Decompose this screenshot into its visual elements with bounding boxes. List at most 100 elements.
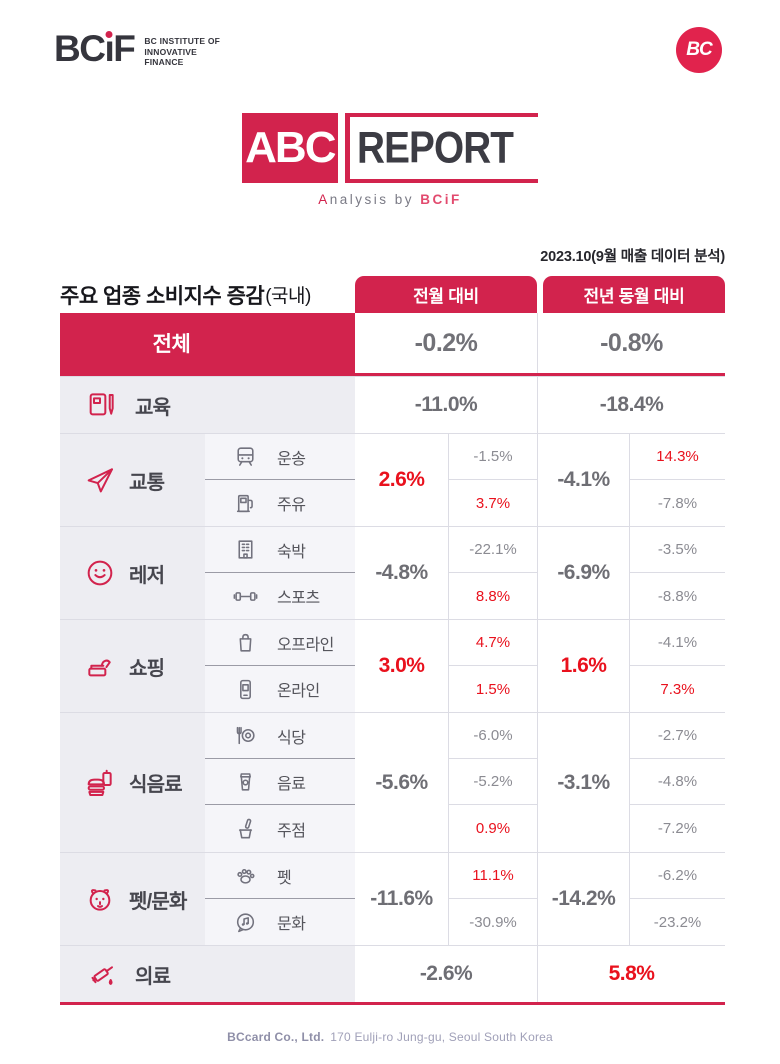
pub-yoy-value: -7.2% (629, 805, 725, 852)
footer-company: BCcard Co., Ltd. (227, 1030, 325, 1044)
education-mom-value: -11.0% (414, 393, 478, 416)
table-header: 주요 업종 소비지수 증감 (국내) 전월 대비 전년 동월 대비 (60, 276, 725, 313)
transit-yoy-value: 14.3% (629, 434, 725, 480)
pet-culture-mom-value: -11.6% (370, 887, 433, 910)
analysis-by-bcif: Analysis by BCiF (318, 192, 462, 207)
coffee-cup-icon (233, 769, 258, 794)
category-transport: 교통 (60, 434, 205, 526)
column-header-yoy: 전년 동월 대비 (543, 276, 725, 313)
pub-mom-value: 0.9% (448, 805, 537, 852)
category-medical: 의료 (60, 946, 355, 1002)
shopping-mom-value: 3.0% (378, 654, 425, 677)
fuel-pump-icon (233, 491, 258, 516)
footer: BCcard Co., Ltd. 170 Eulji-ro Jung-gu, Se… (0, 1030, 780, 1044)
bc-card-logo: BC (676, 27, 722, 73)
lodging-yoy-value: -3.5% (629, 527, 725, 573)
abc-report-logo: ABC REPORT (0, 113, 780, 183)
food-mom-value: -5.6% (375, 770, 428, 794)
sports-mom-value: 8.8% (448, 573, 537, 619)
shopping-yoy-value: 1.6% (537, 620, 629, 712)
mobile-shopping-icon (233, 677, 258, 702)
category-leisure: 레저 (60, 527, 205, 619)
culture-yoy-value: -23.2% (629, 899, 725, 945)
total-yoy-value: -0.8% (537, 313, 725, 373)
subcategory-transit: 운송 (205, 434, 355, 480)
subcategory-sports: 스포츠 (205, 573, 355, 619)
subcategory-restaurant: 식당 (205, 713, 355, 759)
subcategory-online: 온라인 (205, 666, 355, 712)
culture-mom-value: -30.9% (448, 899, 537, 945)
leisure-mom-value: -4.8% (375, 561, 428, 584)
column-header-mom: 전월 대비 (355, 276, 537, 313)
medical-mom-value: -2.6% (419, 962, 473, 985)
report-logo-text: REPORT (356, 122, 514, 173)
table-row-transport: 교통 운송 주유 2.6% -1.5% 3.7% -4.1% 14.3% -7.… (60, 433, 725, 526)
table-row-medical: 의료 -2.6% 5.8% (60, 945, 725, 1005)
transport-mom-value: 2.6% (378, 468, 425, 491)
hand-card-payment-icon (84, 650, 116, 682)
train-icon (233, 444, 258, 469)
total-label: 전체 (60, 313, 355, 373)
table-title: 주요 업종 소비지수 증감 (국내) (60, 284, 311, 308)
dumbbell-icon (233, 584, 258, 609)
paw-icon (233, 863, 258, 888)
offline-mom-value: 4.7% (448, 620, 537, 666)
table-row-food: 식음료 식당 음료 주점 -5.6% -6.0% -5.2% 0.9% -3.1… (60, 712, 725, 852)
beverage-mom-value: -5.2% (448, 759, 537, 805)
hotel-building-icon (233, 537, 258, 562)
consumption-index-table: 주요 업종 소비지수 증감 (국내) 전월 대비 전년 동월 대비 전체 -0.2… (60, 276, 725, 1005)
subcategory-culture: 문화 (205, 899, 355, 945)
education-book-pencil-icon (86, 389, 118, 421)
bcif-logo-text: BCı F (54, 28, 136, 69)
fuel-mom-value: 3.7% (448, 480, 537, 526)
online-yoy-value: 7.3% (629, 666, 725, 712)
shopping-bag-icon (233, 630, 258, 655)
category-education: 교육 (60, 377, 355, 433)
abc-logo-box: ABC (241, 113, 338, 183)
subcategory-pub: 주점 (205, 805, 355, 852)
dog-face-icon (84, 883, 116, 915)
table-row-total: 전체 -0.2% -0.8% (60, 313, 725, 376)
table-row-pet-culture: 펫/문화 펫 문화 -11.6% 11.1% -30.9% -14.2% -6.… (60, 852, 725, 945)
smiley-face-icon (84, 557, 116, 589)
footer-address: 170 Eulji-ro Jung-gu, Seoul South Korea (330, 1030, 553, 1044)
subcategory-beverage: 음료 (205, 759, 355, 805)
fuel-yoy-value: -7.8% (629, 480, 725, 526)
wine-bucket-icon (233, 816, 258, 841)
bcif-org-name: BC INSTITUTE OF INNOVATIVE FINANCE (144, 36, 221, 68)
subcategory-offline: 오프라인 (205, 620, 355, 666)
bcif-logo: BCı F BC INSTITUTE OF INNOVATIVE FINANCE (54, 30, 220, 68)
restaurant-yoy-value: -2.7% (629, 713, 725, 759)
subcategory-pet: 펫 (205, 853, 355, 899)
offline-yoy-value: -4.1% (629, 620, 725, 666)
transit-mom-value: -1.5% (448, 434, 537, 480)
report-logo-frame: REPORT (344, 113, 539, 183)
category-food: 식음료 (60, 713, 205, 852)
burger-drink-icon (84, 767, 116, 799)
airplane-icon (84, 464, 116, 496)
sports-yoy-value: -8.8% (629, 573, 725, 619)
education-yoy-value: -18.4% (537, 377, 725, 433)
transport-yoy-value: -4.1% (537, 434, 629, 526)
total-mom-value: -0.2% (414, 328, 478, 357)
food-yoy-value: -3.1% (537, 713, 629, 852)
table-row-shopping: 쇼핑 오프라인 온라인 3.0% 4.7% 1.5% 1.6% -4.1% 7.… (60, 619, 725, 712)
syringe-icon (86, 958, 118, 990)
leisure-yoy-value: -6.9% (537, 527, 629, 619)
table-row-leisure: 레저 숙박 스포츠 -4.8% -22.1% 8.8% -6.9% -3.5% … (60, 526, 725, 619)
red-dot-icon (105, 31, 113, 38)
pet-culture-yoy-value: -14.2% (537, 853, 629, 945)
pet-yoy-value: -6.2% (629, 853, 725, 899)
pet-mom-value: 11.1% (448, 853, 537, 899)
subcategory-fuel: 주유 (205, 480, 355, 526)
beverage-yoy-value: -4.8% (629, 759, 725, 805)
subcategory-lodging: 숙박 (205, 527, 355, 573)
table-row-education: 교육 -11.0% -18.4% (60, 376, 725, 433)
lodging-mom-value: -22.1% (448, 527, 537, 573)
plate-fork-icon (233, 723, 258, 748)
category-shopping: 쇼핑 (60, 620, 205, 712)
data-period-note: 2023.10(9월 매출 데이터 분석) (540, 249, 725, 265)
restaurant-mom-value: -6.0% (448, 713, 537, 759)
category-pet-culture: 펫/문화 (60, 853, 205, 945)
online-mom-value: 1.5% (448, 666, 537, 712)
